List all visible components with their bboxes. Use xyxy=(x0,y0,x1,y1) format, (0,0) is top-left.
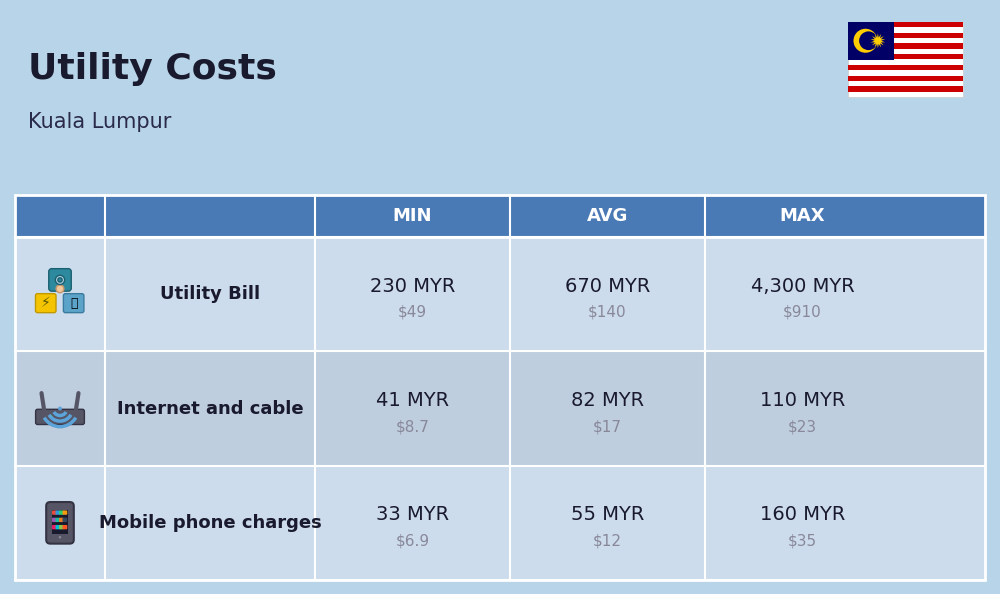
Text: 33 MYR: 33 MYR xyxy=(376,505,449,525)
FancyBboxPatch shape xyxy=(56,510,60,515)
Text: $12: $12 xyxy=(593,533,622,548)
Bar xyxy=(848,22,963,97)
FancyBboxPatch shape xyxy=(56,518,60,522)
Text: 82 MYR: 82 MYR xyxy=(571,391,644,410)
FancyBboxPatch shape xyxy=(59,510,64,515)
Circle shape xyxy=(55,275,65,285)
Text: $17: $17 xyxy=(593,419,622,434)
Bar xyxy=(15,237,985,351)
Text: Utility Costs: Utility Costs xyxy=(28,52,277,86)
Wedge shape xyxy=(853,29,877,53)
FancyBboxPatch shape xyxy=(59,525,64,529)
Bar xyxy=(848,75,963,81)
FancyBboxPatch shape xyxy=(52,510,57,515)
Text: 💧: 💧 xyxy=(70,296,77,309)
Text: Internet and cable: Internet and cable xyxy=(117,400,303,418)
Text: $910: $910 xyxy=(783,305,822,320)
Text: 160 MYR: 160 MYR xyxy=(760,505,845,525)
Bar xyxy=(848,65,963,70)
Circle shape xyxy=(859,31,878,50)
Text: AVG: AVG xyxy=(587,207,628,225)
Bar xyxy=(848,22,894,59)
FancyBboxPatch shape xyxy=(63,518,67,522)
Text: 4,300 MYR: 4,300 MYR xyxy=(751,277,854,296)
Text: ⚡: ⚡ xyxy=(41,296,51,310)
Bar xyxy=(848,86,963,91)
Bar xyxy=(848,43,963,49)
Text: 41 MYR: 41 MYR xyxy=(376,391,449,410)
FancyBboxPatch shape xyxy=(52,525,57,529)
Circle shape xyxy=(58,278,62,282)
Bar xyxy=(15,351,985,466)
Text: 670 MYR: 670 MYR xyxy=(565,277,650,296)
Text: 55 MYR: 55 MYR xyxy=(571,505,644,525)
Circle shape xyxy=(49,415,53,419)
FancyBboxPatch shape xyxy=(46,502,74,544)
Bar xyxy=(15,195,985,237)
FancyBboxPatch shape xyxy=(59,518,64,522)
Bar xyxy=(15,466,985,580)
Text: Kuala Lumpur: Kuala Lumpur xyxy=(28,112,171,132)
Circle shape xyxy=(58,535,62,539)
Text: $8.7: $8.7 xyxy=(396,419,429,434)
Text: $6.9: $6.9 xyxy=(395,533,430,548)
Text: $23: $23 xyxy=(788,419,817,434)
Text: 230 MYR: 230 MYR xyxy=(370,277,455,296)
Text: $49: $49 xyxy=(398,305,427,320)
FancyBboxPatch shape xyxy=(56,525,60,529)
Text: Utility Bill: Utility Bill xyxy=(160,285,260,303)
Text: Mobile phone charges: Mobile phone charges xyxy=(99,514,321,532)
Text: MIN: MIN xyxy=(393,207,432,225)
Polygon shape xyxy=(871,33,885,48)
FancyBboxPatch shape xyxy=(36,293,56,312)
Bar xyxy=(848,33,963,38)
Text: $140: $140 xyxy=(588,305,627,320)
Bar xyxy=(15,195,985,580)
FancyBboxPatch shape xyxy=(49,268,71,291)
FancyBboxPatch shape xyxy=(36,409,84,425)
Circle shape xyxy=(58,406,62,410)
Circle shape xyxy=(56,285,64,293)
FancyBboxPatch shape xyxy=(63,510,67,515)
FancyBboxPatch shape xyxy=(52,518,57,522)
FancyBboxPatch shape xyxy=(63,293,84,312)
Bar xyxy=(52,510,68,534)
Bar xyxy=(848,22,963,27)
Bar xyxy=(848,54,963,59)
FancyBboxPatch shape xyxy=(63,525,67,529)
Text: 110 MYR: 110 MYR xyxy=(760,391,845,410)
Text: $35: $35 xyxy=(788,533,817,548)
Text: MAX: MAX xyxy=(780,207,825,225)
